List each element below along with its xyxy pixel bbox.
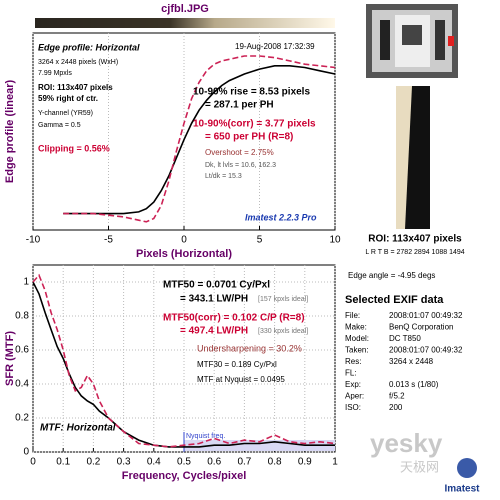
annotation: 10-90%(corr) = 3.77 pixels: [193, 119, 316, 130]
exif-value: 2008:01:07 00:49:32: [389, 311, 463, 320]
file-title: cjfbl.JPG: [161, 3, 209, 15]
annotation: MTF30 = 0.189 Cy/Pxl: [197, 360, 277, 369]
y-tick-label: 0.4: [15, 379, 29, 390]
x-tick-label: 0.3: [117, 457, 131, 468]
annotation: 7.99 Mpxls: [38, 70, 72, 77]
y-tick-label: 0: [23, 447, 29, 458]
logo-badge: [457, 458, 477, 478]
exif-key: Res:: [345, 357, 361, 366]
annotation: Lt/dk = 15.3: [205, 173, 242, 180]
nyquist-region: [184, 440, 335, 451]
x-axis-label: Frequency, Cycles/pixel: [122, 470, 247, 482]
exif-value: BenQ Corporation: [389, 323, 453, 332]
annotation: Clipping = 0.56%: [38, 143, 110, 153]
exif-value: f/5.2: [389, 392, 405, 401]
annotation: Imatest 2.2.3 Pro: [245, 212, 317, 222]
watermark-cn: 天极网: [400, 459, 439, 474]
x-tick-label: 0.7: [237, 457, 251, 468]
y-axis-label: Edge profile (linear): [4, 80, 16, 184]
annotation: = 650 per PH (R=8): [205, 132, 293, 143]
exif-key: Aper:: [345, 392, 364, 401]
annotation: 19-Aug-2008 17:32:39: [235, 42, 315, 51]
annotation: [157 kpxls ideal]: [258, 296, 308, 303]
y-tick-label: 0.8: [15, 311, 29, 322]
exif-value: 2008:01:07 00:49:32: [389, 346, 463, 355]
x-tick-label: -10: [26, 235, 41, 246]
annotation: = 287.1 per PH: [205, 100, 274, 111]
exif-key: Model:: [345, 334, 369, 343]
y-tick-label: 1: [23, 277, 29, 288]
edge-angle: Edge angle = -4.95 degs: [348, 271, 435, 280]
x-tick-label: 0.8: [268, 457, 282, 468]
exif-key: File:: [345, 311, 360, 320]
annotation: MTF50(corr) = 0.102 C/P (R=8): [163, 313, 305, 324]
annotation: 59% right of ctr.: [38, 94, 98, 103]
roi-crop: [396, 86, 430, 229]
annotation: 10-90% rise = 8.53 pixels: [193, 87, 310, 98]
annotation: Undersharpening = 30.2%: [197, 343, 302, 353]
watermark: yesky 天极网 Imatest: [370, 428, 480, 495]
x-tick-label: 0: [181, 235, 187, 246]
series-line: [32, 281, 335, 448]
x-tick-label: 0.5: [177, 457, 191, 468]
x-axis-label: Pixels (Horizontal): [136, 248, 232, 260]
series-line: [63, 65, 336, 215]
series-line: [32, 273, 336, 448]
annotation: MTF: Horizontal: [40, 423, 116, 434]
annotation: Gamma = 0.5: [38, 122, 81, 129]
y-tick-label: 0.6: [15, 345, 29, 356]
x-tick-label: 0: [30, 457, 36, 468]
exif-key: Taken:: [345, 346, 369, 355]
x-tick-label: 0.6: [207, 457, 221, 468]
x-tick-label: 0.9: [298, 457, 312, 468]
watermark-site: yesky: [370, 428, 443, 458]
exif-value: 0.013 s (1/80): [389, 380, 439, 389]
thumbnail: [366, 4, 458, 78]
nyquist-label: Nyquist freq.: [186, 433, 225, 440]
exif-value: DC T850: [389, 334, 421, 343]
edge-strip: [35, 18, 335, 28]
x-tick-label: 1: [332, 457, 338, 468]
series-line: [63, 55, 336, 223]
y-axis-label: SFR (MTF): [4, 331, 16, 386]
exif-key: Make:: [345, 323, 367, 332]
x-tick-label: 5: [257, 235, 263, 246]
annotation: = 497.4 LW/PH: [180, 326, 248, 337]
annotation: = 343.1 LW/PH: [180, 294, 248, 305]
roi-label: ROI: 113x407 pixels: [368, 234, 462, 245]
annotation: 3264 x 2448 pixels (WxH): [38, 59, 118, 66]
annotation: ROI: 113x407 pixels: [38, 83, 113, 92]
x-tick-label: 0.4: [147, 457, 161, 468]
y-tick-label: 0.2: [15, 413, 29, 424]
x-tick-label: 0.1: [56, 457, 70, 468]
exif-title: Selected EXIF data: [345, 294, 444, 306]
exif-key: FL:: [345, 369, 357, 378]
annotation: Dk, lt lvls = 10.6, 162.3: [205, 162, 276, 169]
exif-key: ISO:: [345, 403, 361, 412]
roi-lrtb: L R T B = 2782 2894 1088 1494: [365, 249, 464, 256]
x-tick-label: 10: [329, 235, 341, 246]
exif-key: Exp:: [345, 380, 361, 389]
annotation: MTF at Nyquist = 0.0495: [197, 375, 285, 384]
x-tick-label: 0.2: [86, 457, 100, 468]
annotation: MTF50 = 0.0701 Cy/Pxl: [163, 280, 270, 291]
x-tick-label: -5: [104, 235, 113, 246]
exif-value: 200: [389, 403, 403, 412]
annotation: Edge profile: Horizontal: [38, 42, 140, 52]
annotation: [330 kpxls ideal]: [258, 328, 308, 335]
exif-value: 3264 x 2448: [389, 357, 434, 366]
annotation: Y-channel (YR59): [38, 110, 93, 117]
logo-text: Imatest: [444, 484, 480, 495]
annotation: Overshoot = 2.75%: [205, 148, 274, 157]
